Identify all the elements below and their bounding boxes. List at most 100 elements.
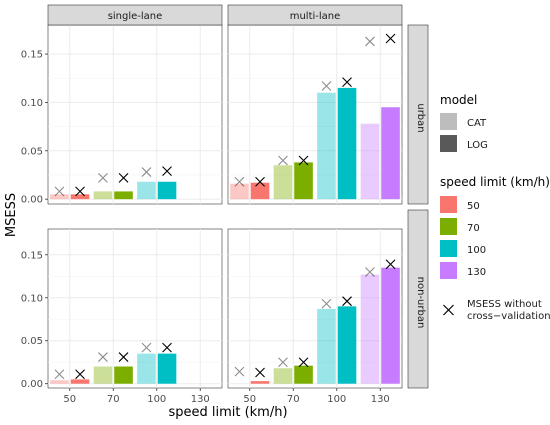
bar-log-100 [157, 181, 177, 200]
row-strip-non-urban [407, 209, 429, 389]
cross-marker-log-70 [118, 172, 129, 183]
bar-cat-130 [360, 274, 380, 384]
legend-model-label: LOG [467, 140, 488, 151]
cross-marker-cat-70 [278, 155, 288, 166]
legend-speed-label: 100 [467, 245, 486, 256]
cross-marker-log-50 [255, 367, 265, 378]
y-tick-label: 0.15 [21, 250, 43, 261]
legend-speed-label: 70 [467, 223, 480, 234]
bar-cat-100 [317, 308, 336, 384]
cross-marker-log-50 [75, 186, 85, 197]
row-strip-label: urban [415, 103, 426, 132]
x-tick-label: 50 [243, 394, 256, 405]
cross-marker-log-100 [342, 77, 352, 87]
y-axis-title: MSESS [4, 193, 19, 237]
bar-log-130 [381, 107, 400, 200]
bar-cat-100 [137, 181, 156, 200]
cross-marker-cat-70 [98, 352, 108, 362]
y-tick-label: 0.15 [21, 50, 43, 61]
y-tick-label: 0.00 [21, 379, 43, 390]
y-tick-label: 0.00 [21, 195, 43, 206]
y-tick-label: 0.10 [21, 293, 43, 304]
y-tick-label: 0.05 [21, 336, 43, 347]
bar-cat-70 [273, 165, 293, 200]
bar-log-70 [114, 366, 133, 384]
cross-marker-cat-130 [365, 267, 375, 277]
bar-log-50 [250, 182, 270, 200]
panel-background [227, 24, 403, 205]
column-strip-label: single-lane [108, 11, 163, 22]
cross-marker-cat-70 [98, 172, 108, 183]
bar-log-70 [114, 191, 133, 200]
x-tick-label: 100 [147, 394, 166, 405]
bar-log-50 [70, 194, 90, 200]
panel-background [227, 228, 403, 389]
x-tick-label: 130 [191, 394, 210, 405]
cross-marker-log-130 [385, 33, 396, 44]
panel-non-urban-single-lane [47, 228, 223, 389]
bar-log-100 [337, 306, 357, 384]
cross-marker-cat-100 [141, 342, 152, 353]
cross-marker-log-100 [342, 296, 352, 307]
panel-background [47, 228, 223, 389]
cross-marker-log-100 [162, 166, 172, 176]
bar-cat-50 [50, 380, 69, 384]
column-strip-label: multi-lane [290, 11, 341, 22]
cross-marker-log-70 [118, 352, 129, 362]
legend-model-swatch-LOG [440, 135, 457, 152]
panel-background [47, 24, 223, 205]
x-tick-label: 130 [371, 394, 390, 405]
cross-marker-log-50 [255, 176, 265, 187]
cross-marker-cat-100 [321, 81, 332, 91]
cross-marker-log-50 [75, 369, 85, 380]
legend-marker-label-line2: cross−validation [467, 311, 550, 322]
bar-log-100 [337, 87, 357, 200]
bar-log-130 [381, 267, 400, 384]
cross-marker-log-100 [162, 342, 172, 353]
x-tick-label: 70 [287, 394, 300, 405]
legend-speed-swatch-70 [440, 218, 457, 235]
x-axis-title: speed limit (km/h) [168, 405, 287, 420]
cross-marker-cat-50 [234, 176, 245, 187]
cross-marker-cat-100 [141, 167, 152, 177]
panel-urban-single-lane [47, 24, 223, 205]
row-strip-urban [407, 24, 429, 205]
legend: model CAT LOG speed limit (km/h) 50 70 100 130 M… [440, 93, 550, 322]
bar-cat-130 [360, 123, 380, 200]
bar-cat-100 [137, 353, 156, 384]
bar-cat-70 [273, 368, 293, 384]
cross-marker-cat-50 [234, 366, 245, 377]
bar-log-50 [250, 381, 270, 384]
bar-log-100 [157, 353, 177, 384]
legend-speed-label: 130 [467, 267, 486, 278]
panels-layer [47, 24, 403, 389]
legend-speed-title: speed limit (km/h) [440, 175, 550, 189]
bar-cat-70 [93, 191, 113, 200]
x-tick-label: 50 [63, 394, 76, 405]
y-tick-label: 0.05 [21, 146, 43, 157]
cross-marker-cat-130 [365, 36, 375, 47]
cross-marker-log-130 [385, 259, 396, 270]
bar-cat-50 [230, 183, 249, 200]
bar-cat-100 [317, 92, 336, 200]
panel-non-urban-multi-lane [227, 228, 403, 389]
column-strip-single-lane [47, 4, 223, 26]
cross-marker-cat-50 [54, 186, 65, 197]
cross-marker-log-70 [298, 357, 309, 368]
legend-speed-swatch-130 [440, 262, 457, 279]
cross-marker-log-70 [298, 155, 309, 166]
legend-marker-label-line1: MSESS without [467, 299, 542, 310]
row-strip-label: non-urban [415, 277, 426, 329]
bar-log-50 [70, 379, 90, 384]
legend-model-title: model [440, 93, 477, 107]
cross-marker-cat-50 [54, 369, 65, 380]
x-tick-label: 70 [107, 394, 120, 405]
bar-cat-50 [50, 194, 69, 200]
bar-log-70 [294, 162, 313, 200]
legend-speed-swatch-100 [440, 240, 457, 257]
legend-model-label: CAT [467, 118, 487, 129]
column-strip-multi-lane [227, 4, 403, 26]
y-tick-label: 0.10 [21, 98, 43, 109]
legend-speed-swatch-50 [440, 196, 457, 213]
